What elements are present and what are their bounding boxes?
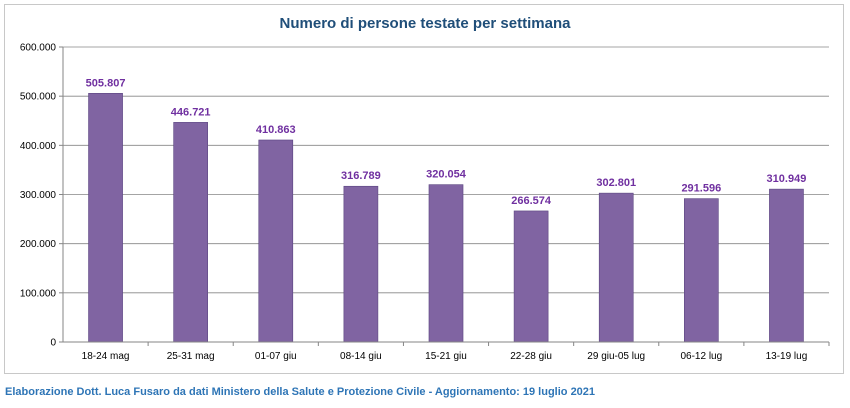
x-tick-label: 06-12 lug [680,351,722,362]
y-tick-label: 500.000 [20,92,57,103]
chart-frame: Numero di persone testate per settimana … [4,4,844,374]
axes: 0 100.000 200.000 300.000 400.000 500.000 600.… [20,43,830,362]
y-tick-label: 400.000 [20,141,57,152]
bar [513,210,549,343]
data-label: 505.807 [86,77,126,89]
data-label: 410.863 [256,124,296,136]
x-tick-label: 15-21 giu [425,351,467,362]
x-tick-label: 29 giu-05 lug [587,351,645,362]
x-tick-label: 01-07 giu [255,351,297,362]
x-tick-label: 13-19 lug [766,351,808,362]
data-labels: 505.807 446.721 410.863 316.789 320.054 266.5… [86,77,807,207]
data-label: 446.721 [171,106,211,118]
data-label: 302.801 [596,177,636,189]
source-note: Elaborazione Dott. Luca Fusaro da dati M… [5,386,596,398]
y-tick-label: 100.000 [20,288,57,299]
bar [769,188,804,343]
y-tick-label: 600.000 [20,43,57,54]
y-tick-label: 0 [50,338,56,349]
x-tick-label: 18-24 mag [82,351,130,362]
y-tick-label: 200.000 [20,239,57,250]
data-label: 310.949 [767,173,807,185]
bar [343,185,379,343]
x-tick-label: 22-28 giu [510,351,552,362]
bar [258,139,294,343]
bars [88,93,804,343]
data-label: 291.596 [681,183,721,195]
x-tick-label: 08-14 giu [340,351,382,362]
bar [598,192,634,343]
bar [428,184,464,343]
data-label: 316.789 [341,170,381,182]
bar-chart: 505.807 446.721 410.863 316.789 320.054 266.5… [20,43,830,362]
bar [88,93,123,343]
bar [173,122,208,343]
chart-title: Numero di persone testate per settimana [279,15,571,32]
x-tick-label: 25-31 mag [167,351,215,362]
y-tick-label: 300.000 [20,190,57,201]
data-label: 266.574 [511,195,552,207]
data-label: 320.054 [426,169,467,181]
bar [684,198,719,343]
